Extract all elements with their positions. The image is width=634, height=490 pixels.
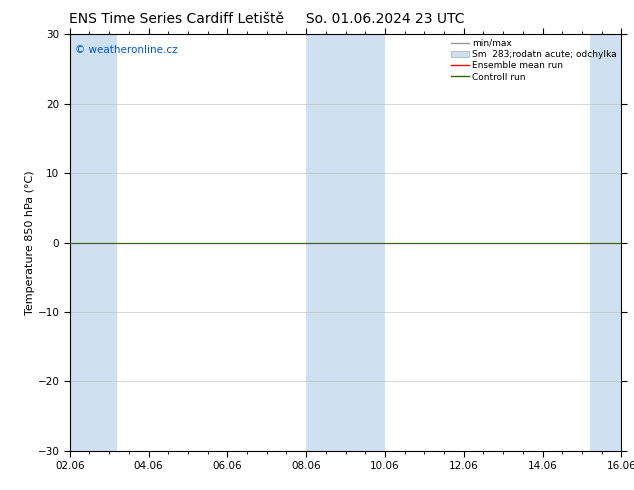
Legend: min/max, Sm  283;rodatn acute; odchylka, Ensemble mean run, Controll run: min/max, Sm 283;rodatn acute; odchylka, …	[449, 37, 619, 83]
Text: © weatheronline.cz: © weatheronline.cz	[75, 45, 178, 55]
Text: ENS Time Series Cardiff Letiště     So. 01.06.2024 23 UTC: ENS Time Series Cardiff Letiště So. 01.0…	[68, 12, 464, 26]
Bar	[590, 34, 621, 451]
Bar	[70, 34, 117, 451]
Bar	[306, 34, 385, 451]
Y-axis label: Temperature 850 hPa (°C): Temperature 850 hPa (°C)	[25, 170, 35, 315]
